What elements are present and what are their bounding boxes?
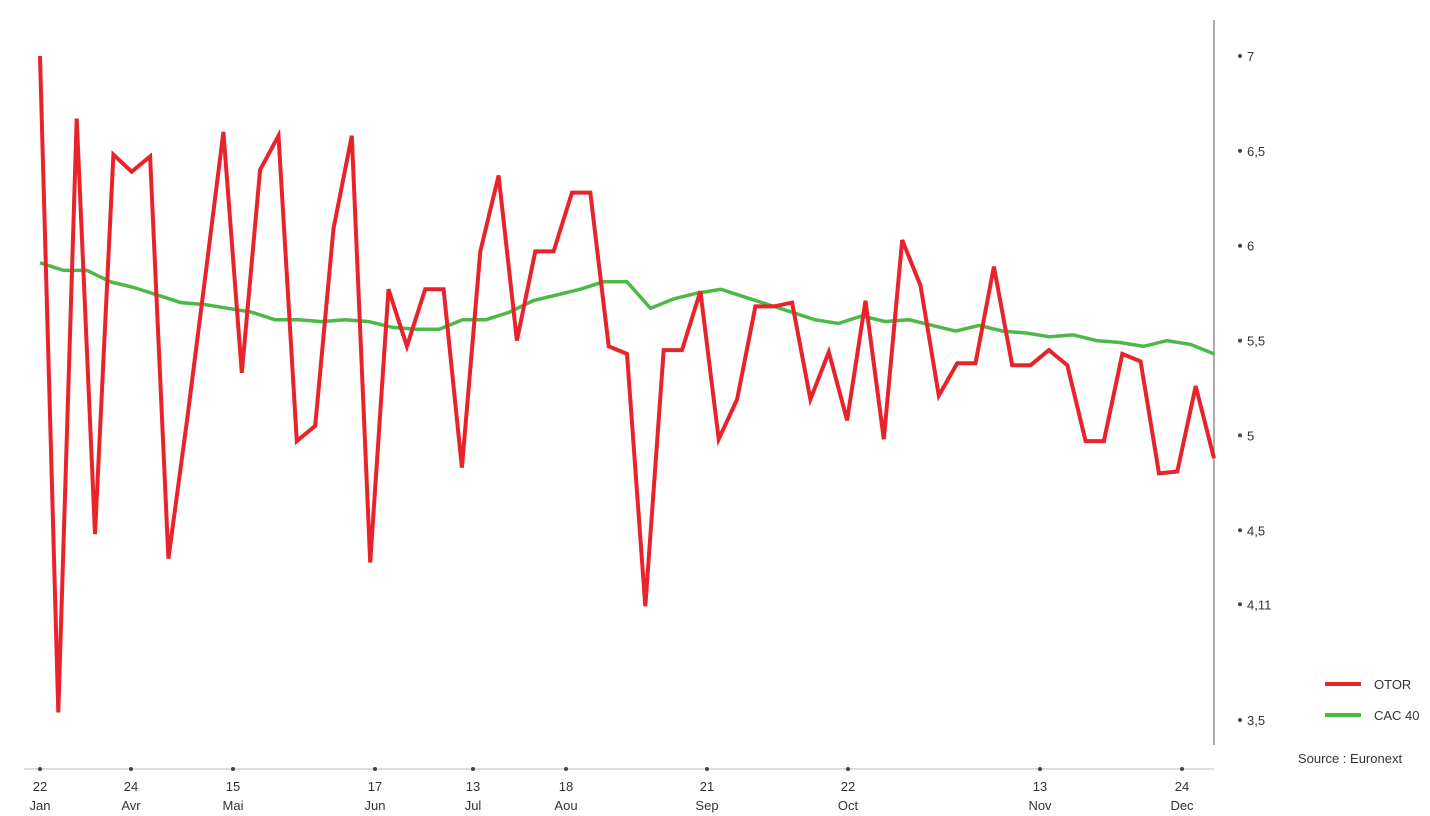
y-tick-label: 5,5: [1247, 334, 1265, 349]
y-tick-label: 7: [1247, 49, 1254, 64]
x-tick-day: 17: [368, 779, 382, 794]
series-line-cac40: [39, 261, 1215, 356]
y-tick-label: 4,11: [1247, 597, 1271, 612]
x-tick-month: Sep: [695, 798, 718, 813]
y-tick-label: 6: [1247, 239, 1254, 254]
x-tick-mark: [1180, 767, 1184, 771]
x-tick-day: 13: [1033, 779, 1047, 794]
x-tick-mark: [129, 767, 133, 771]
y-tick-mark: [1238, 433, 1242, 438]
x-tick-day: 24: [124, 779, 138, 794]
y-tick-mark: [1238, 243, 1242, 248]
x-tick-mark: [1038, 767, 1042, 771]
x-tick-month: Jul: [465, 798, 482, 813]
x-tick-day: 15: [226, 779, 240, 794]
legend-item-otor: OTOR: [1325, 677, 1411, 692]
x-tick-mark: [846, 767, 850, 771]
y-tick-mark: [1238, 528, 1242, 533]
x-tick-mark: [231, 767, 235, 771]
x-tick-month: Aou: [554, 798, 577, 813]
x-tick-month: Jan: [30, 798, 51, 813]
x-tick-month: Dec: [1170, 798, 1194, 813]
y-tick-label: 3,5: [1247, 713, 1265, 728]
y-tick-mark: [1238, 54, 1242, 58]
legend-label-cac40: CAC 40: [1374, 708, 1420, 723]
grid-lines: [24, 20, 1214, 756]
x-axis: 22 Jan 24 Avr 15 Mai 17 Jun 13 Jul 18 Aou 21 Sep 22 Oct…: [30, 767, 1194, 813]
legend-item-cac40: CAC 40: [1325, 708, 1420, 723]
x-tick-mark: [471, 767, 475, 771]
series-line-otor: [38, 55, 1216, 713]
x-tick-mark: [373, 767, 377, 771]
x-tick-mark: [564, 767, 568, 771]
y-tick-mark: [1238, 338, 1242, 343]
series-layer: [38, 55, 1216, 713]
x-tick-mark: [38, 767, 42, 771]
x-tick-month: Jun: [365, 798, 386, 813]
x-tick-mark: [705, 767, 709, 771]
legend: OTOR CAC 40: [1325, 677, 1420, 723]
y-tick-mark: [1238, 148, 1242, 153]
y-tick-label: 6,5: [1247, 144, 1265, 159]
x-tick-day: 21: [700, 779, 714, 794]
x-tick-day: 24: [1175, 779, 1189, 794]
source-note: Source : Euronext: [1298, 751, 1402, 766]
y-tick-label: 4,5: [1247, 523, 1265, 538]
x-tick-day: 22: [841, 779, 855, 794]
x-tick-day: 13: [466, 779, 480, 794]
x-tick-month: Oct: [838, 798, 859, 813]
y-tick-mark: [1238, 602, 1242, 607]
legend-label-otor: OTOR: [1374, 677, 1411, 692]
x-tick-month: Nov: [1028, 798, 1052, 813]
x-tick-day: 18: [559, 779, 573, 794]
y-tick-label: 5: [1247, 428, 1254, 443]
y-tick-mark: [1238, 718, 1242, 722]
x-tick-month: Mai: [223, 798, 244, 813]
x-tick-day: 22: [33, 779, 47, 794]
y-axis: 7 6,5 6 5,5 5 4,5 4,11 3,5: [1238, 49, 1271, 728]
x-tick-month: Avr: [121, 798, 141, 813]
